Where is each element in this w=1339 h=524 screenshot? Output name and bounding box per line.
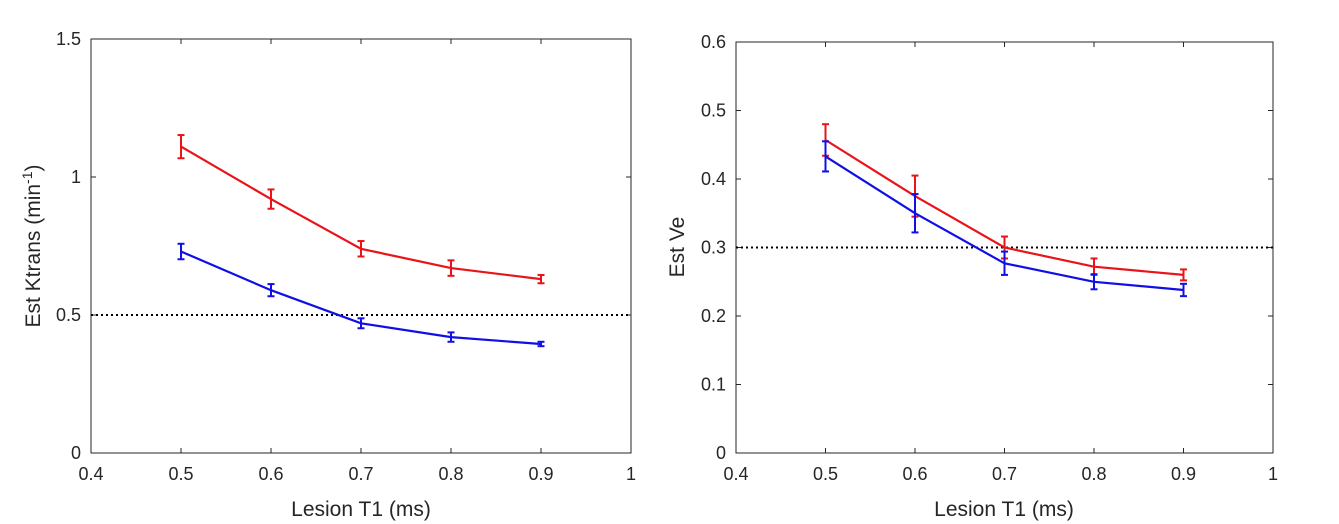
ve-panel: 0.4 0.5 0.6 0.7 0.8 0.9 1 00.10.20.30.40.50.6 … [666,32,1278,521]
ktrans-x-tick-label: 0.5 [168,464,193,484]
ve-y-axis-label: Est Ve [666,217,689,278]
ktrans-y-label-superscript: -1 [19,171,35,184]
ve-x-ticks: 0.4 0.5 0.6 0.7 0.8 0.9 1 [723,42,1278,484]
ktrans-x-axis-label: Lesion T1 (ms) [291,498,431,521]
ve-y-tick-label: 0.1 [701,375,726,395]
ve-y-tick-label: 0.4 [701,169,726,189]
ktrans-y-tick-label: 0.5 [56,305,81,325]
ktrans-x-ticks: 0.4 0.5 0.6 0.7 0.8 0.9 1 [78,39,636,484]
ve-x-tick-label: 0.9 [1171,464,1196,484]
ktrans-y-tick-label: 1.5 [56,29,81,49]
ktrans-y-tick-label: 0 [71,443,81,463]
ktrans-x-tick-label: 0.9 [528,464,553,484]
ve-y-tick-label: 0.5 [701,101,726,121]
ktrans-y-label-close: ) [22,165,45,172]
ktrans-y-axis-label: Est Ktrans (min-1) [19,165,45,328]
ve-y-tick-label: 0.6 [701,32,726,52]
ve-y-tick-label: 0.3 [701,238,726,258]
ve-y-tick-label: 0.2 [701,306,726,326]
ktrans-x-tick-label: 0.7 [348,464,373,484]
ve-x-tick-label: 0.4 [723,464,748,484]
ve-y-ticks: 0 0.1 0.2 0.3 0.4 0.5 0.6 [701,32,1273,463]
ktrans-x-tick-label: 1 [626,464,636,484]
ktrans-y-ticks: 0 0.5 1 1.5 [56,29,631,463]
ve-x-tick-label: 1 [1268,464,1278,484]
ktrans-series [177,134,545,348]
ktrans-panel: 0.4 0.5 0.6 0.7 0.8 0.9 1 0 0.5 1 1.5 Lesion T1 (… [19,29,636,521]
ve-x-tick-label: 0.5 [813,464,838,484]
ve-x-tick-label: 0.8 [1081,464,1106,484]
ktrans-y-tick-label: 1 [71,167,81,187]
ve-x-tick-label: 0.6 [902,464,927,484]
ktrans-x-tick-label: 0.4 [78,464,103,484]
ve-y-tick-label: 0 [716,443,726,463]
ve-x-tick-label: 0.7 [992,464,1017,484]
ktrans-y-label-main: Est Ktrans (min [22,184,45,328]
ve-x-axis-label: Lesion T1 (ms) [934,498,1074,521]
ktrans-x-tick-label: 0.6 [258,464,283,484]
ktrans-x-tick-label: 0.8 [438,464,463,484]
ve-series [822,123,1187,298]
